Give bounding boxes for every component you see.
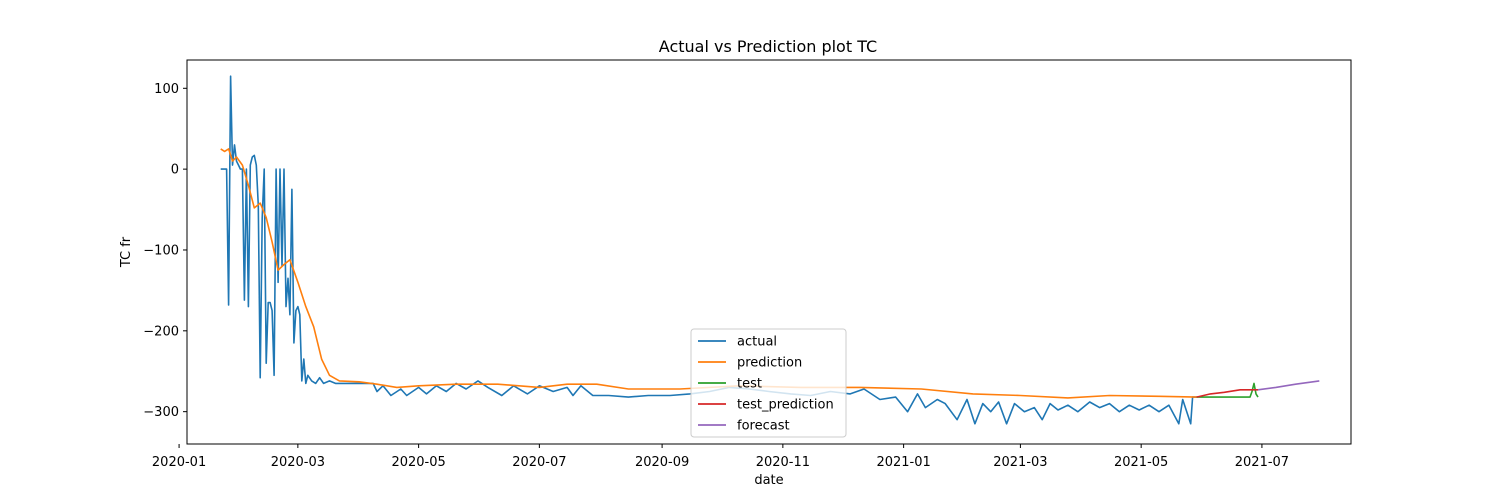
legend-label-test-prediction: test_prediction bbox=[737, 398, 834, 413]
x-tick-label: 2020-01 bbox=[152, 455, 206, 470]
series-line-test bbox=[1196, 382, 1259, 398]
x-tick-label: 2020-07 bbox=[512, 455, 566, 470]
series-line-test-prediction bbox=[1196, 388, 1258, 398]
legend-label-test: test bbox=[737, 377, 762, 392]
y-axis-label: TC fr bbox=[119, 236, 134, 268]
legend: actual prediction test test_predictionforec… bbox=[690, 328, 847, 438]
series-line-prediction bbox=[220, 148, 1197, 399]
x-tick-label: 2020-11 bbox=[756, 455, 810, 470]
series-line-actual bbox=[220, 75, 1197, 425]
x-tick-label: 2020-03 bbox=[271, 455, 325, 470]
y-axis: 100 0 −100 −200 −300 bbox=[143, 82, 187, 420]
legend-label-forecast: forecast bbox=[737, 419, 790, 434]
legend-label-actual: actual bbox=[737, 335, 777, 350]
x-tick-label: 2021-01 bbox=[876, 455, 930, 470]
y-tick-label: 0 bbox=[171, 163, 179, 178]
legend-box bbox=[690, 328, 847, 438]
chart-title: Actual vs Prediction plot TC bbox=[659, 37, 877, 56]
y-tick-label: 100 bbox=[154, 82, 179, 97]
y-tick-label: −200 bbox=[143, 324, 179, 339]
plot-area-frame bbox=[186, 59, 1352, 445]
x-axis-label: date bbox=[754, 473, 783, 488]
x-tick-label: 2020-09 bbox=[635, 455, 689, 470]
x-tick-label: 2021-05 bbox=[1114, 455, 1168, 470]
x-tick-label: 2020-05 bbox=[391, 455, 445, 470]
x-axis: 2020-01 2020-03 2020-05 2020-07 2020-09 2020-… bbox=[152, 444, 1289, 470]
y-tick-label: −300 bbox=[143, 405, 179, 420]
legend-label-prediction: prediction bbox=[737, 356, 802, 371]
series-line-forecast bbox=[1257, 380, 1320, 391]
x-tick-label: 2021-03 bbox=[993, 455, 1047, 470]
x-tick-label: 2021-07 bbox=[1235, 455, 1289, 470]
y-tick-label: −100 bbox=[143, 243, 179, 258]
